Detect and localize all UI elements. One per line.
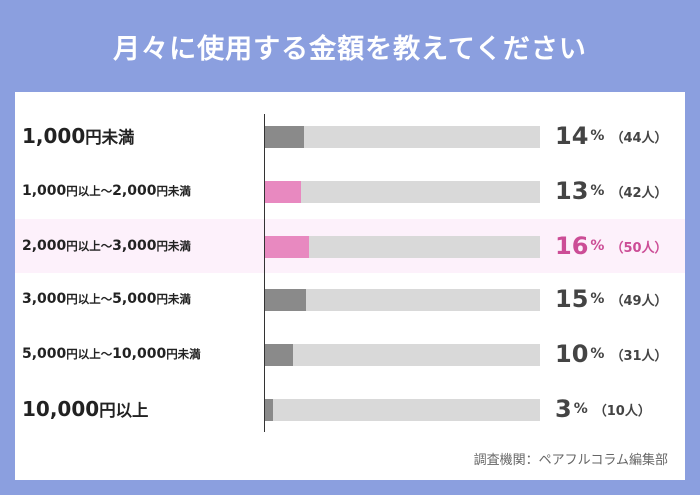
bar xyxy=(265,344,293,366)
bar-row: 1,000 円以上～ 2,000 円未満 13% （42人） xyxy=(15,164,685,218)
count-label: （10人） xyxy=(593,403,651,419)
percent-unit: % xyxy=(590,183,605,199)
count-label: （42人） xyxy=(610,185,668,201)
percent-value: 13 xyxy=(555,177,589,205)
value-label: 15% （49人） xyxy=(555,272,668,326)
count-label: （31人） xyxy=(610,348,668,364)
chart-panel: 1,000 円未満 14% （44人） 1,000 円以上～ 2,000 円未満 13% （42人… xyxy=(15,92,685,480)
y-axis-line xyxy=(264,114,265,432)
count-label: （50人） xyxy=(610,240,668,256)
bar xyxy=(265,289,307,311)
source-note: 調査機関：ペアフルコラム編集部 xyxy=(473,453,668,468)
bar-row: 2,000 円以上～ 3,000 円未満 16% （50人） xyxy=(15,219,685,273)
value-label: 13% （42人） xyxy=(555,164,668,218)
value-label: 14% （44人） xyxy=(555,109,668,163)
bar-track xyxy=(265,289,540,311)
bar xyxy=(265,181,301,203)
percent-value: 14 xyxy=(555,122,589,150)
count-label: （49人） xyxy=(610,293,668,309)
value-label: 16% （50人） xyxy=(555,219,668,273)
bar xyxy=(265,126,304,148)
percent-value: 15 xyxy=(555,285,589,313)
category-label: 1,000 円未満 xyxy=(22,124,135,148)
bar xyxy=(265,399,274,421)
count-label: （44人） xyxy=(610,130,668,146)
bar-track xyxy=(265,344,540,366)
chart-title: 月々に使用する金額を教えてください xyxy=(113,33,587,65)
percent-value: 16 xyxy=(555,232,589,260)
bar-row: 10,000 円以上 3% （10人） xyxy=(15,382,685,436)
bar-track xyxy=(265,181,540,203)
category-label: 2,000 円以上～ 3,000 円未満 xyxy=(22,238,191,254)
percent-unit: % xyxy=(590,128,605,144)
category-label: 3,000 円以上～ 5,000 円未満 xyxy=(22,291,191,307)
percent-value: 3 xyxy=(555,395,572,423)
category-label: 5,000 円以上～ 10,000 円未満 xyxy=(22,346,201,362)
percent-unit: % xyxy=(590,238,605,254)
bar-row: 1,000 円未満 14% （44人） xyxy=(15,109,685,163)
percent-unit: % xyxy=(573,401,588,417)
value-label: 10% （31人） xyxy=(555,327,668,381)
bar-track xyxy=(265,399,540,421)
category-label: 1,000 円以上～ 2,000 円未満 xyxy=(22,183,191,199)
bar-row: 5,000 円以上～ 10,000 円未満 10% （31人） xyxy=(15,327,685,381)
bar xyxy=(265,236,309,258)
bar-track xyxy=(265,126,540,148)
percent-unit: % xyxy=(590,291,605,307)
percent-unit: % xyxy=(590,346,605,362)
bar-track xyxy=(265,236,540,258)
value-label: 3% （10人） xyxy=(555,382,651,436)
bar-row: 3,000 円以上～ 5,000 円未満 15% （49人） xyxy=(15,272,685,326)
category-label: 10,000 円以上 xyxy=(22,397,149,421)
percent-value: 10 xyxy=(555,340,589,368)
